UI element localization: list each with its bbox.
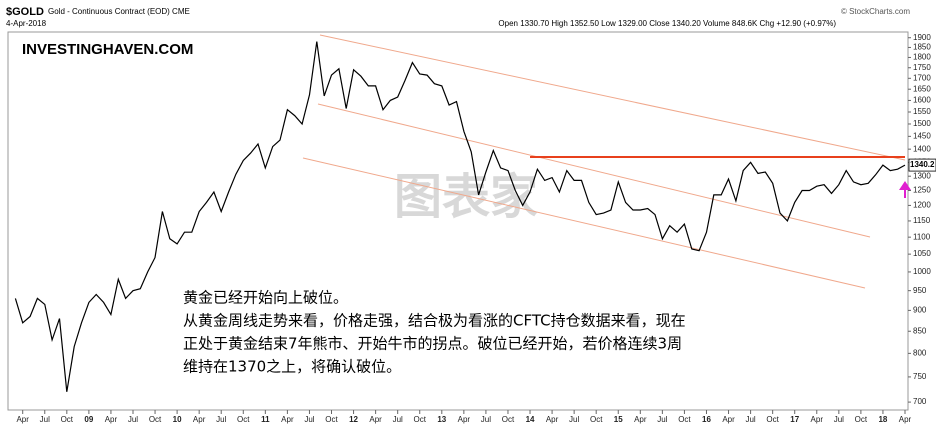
x-tick-label: Apr (722, 415, 735, 424)
channel-line (317, 103, 871, 238)
arrow-icon (899, 181, 911, 198)
x-tick-label: Oct (414, 415, 427, 424)
y-tick-label: 1650 (913, 84, 931, 93)
y-tick-label: 1800 (913, 53, 931, 62)
annotation-line: 从黄金周线走势来看，价格走强，结合极为看涨的CFTC持仓数据来看，现在 (183, 312, 686, 330)
x-tick-label: Oct (237, 415, 250, 424)
y-tick-label: 1050 (913, 249, 931, 258)
y-tick-label: 1700 (913, 73, 931, 82)
annotation-line: 黄金已经开始向上破位。 (183, 289, 348, 307)
x-tick-label: Apr (105, 415, 118, 424)
annotation: 黄金已经开始向上破位。从黄金周线走势来看，价格走强，结合极为看涨的CFTC持仓数… (183, 289, 686, 376)
x-tick-label: 16 (702, 415, 711, 424)
channel-line (302, 157, 866, 289)
x-tick-label: Apr (458, 415, 471, 424)
x-tick-label: Oct (678, 415, 691, 424)
watermark: 图表家 (394, 169, 538, 225)
symbol: $GOLD (6, 6, 44, 18)
x-tick-label: 18 (878, 415, 887, 424)
annotation-line: 维持在1370之上，将确认破位。 (183, 358, 401, 376)
x-tick-label: 09 (84, 415, 93, 424)
x-tick-label: Apr (546, 415, 559, 424)
x-tick-label: Jul (657, 415, 667, 424)
x-tick-label: Apr (634, 415, 647, 424)
y-tick-label: 1500 (913, 119, 931, 128)
x-tick-label: Oct (766, 415, 779, 424)
x-tick-label: Jul (393, 415, 403, 424)
quote: Open 1330.70 High 1352.50 Low 1329.00 Cl… (498, 19, 836, 28)
x-tick-label: 14 (526, 415, 535, 424)
brand: INVESTINGHAVEN.COM (22, 41, 193, 58)
x-tick-label: Jul (216, 415, 226, 424)
x-tick-label: Jul (569, 415, 579, 424)
y-tick-label: 800 (913, 348, 927, 357)
y-tick-label: 900 (913, 305, 927, 314)
y-tick-label: 1550 (913, 107, 931, 116)
x-tick-label: Apr (193, 415, 206, 424)
date: 4-Apr-2018 (6, 19, 47, 28)
chart-title: Gold - Continuous Contract (EOD) CME (48, 7, 190, 16)
x-tick-label: Apr (899, 415, 912, 424)
x-tick-label: 13 (437, 415, 446, 424)
price-line (14, 41, 906, 392)
x-tick-label: Jul (304, 415, 314, 424)
y-tick-label: 1150 (913, 216, 931, 225)
x-tick-label: Oct (325, 415, 338, 424)
y-tick-label: 750 (913, 372, 927, 381)
channel-line (319, 34, 906, 161)
x-tick-label: Oct (149, 415, 162, 424)
annotation-line: 正处于黄金结束7年熊市、开始牛市的拐点。破位已经开始，若价格连续3周 (183, 335, 682, 353)
y-tick-label: 1000 (913, 267, 931, 276)
credit: © StockCharts.com (841, 7, 910, 16)
y-tick-label: 1750 (913, 63, 931, 72)
x-tick-label: Oct (502, 415, 515, 424)
y-tick-label: 1450 (913, 131, 931, 140)
x-tick-label: 17 (790, 415, 799, 424)
y-tick-label: 1250 (913, 186, 931, 195)
x-tick-label: Apr (369, 415, 382, 424)
y-tick-label: 1850 (913, 43, 931, 52)
x-tick-label: Apr (281, 415, 294, 424)
x-tick-label: 15 (614, 415, 623, 424)
x-tick-label: Apr (811, 415, 824, 424)
price-tag-box (908, 158, 936, 172)
y-tick-label: 700 (913, 397, 927, 406)
y-tick-label: 950 (913, 286, 927, 295)
y-tick-label: 1600 (913, 96, 931, 105)
y-tick-label: 1400 (913, 144, 931, 153)
x-tick-label: Jul (834, 415, 844, 424)
y-tick-label: 1100 (913, 232, 931, 241)
x-tick-label: Jul (481, 415, 491, 424)
x-tick-label: 10 (173, 415, 182, 424)
x-tick-label: Apr (16, 415, 29, 424)
x-tick-label: Jul (128, 415, 138, 424)
y-tick-label: 1900 (913, 33, 931, 42)
x-tick-label: 12 (349, 415, 358, 424)
y-tick-label: 850 (913, 326, 927, 335)
x-tick-label: 11 (261, 415, 270, 424)
x-tick-label: Oct (590, 415, 603, 424)
x-tick-label: Oct (61, 415, 74, 424)
y-tick-label: 1300 (913, 171, 931, 180)
x-tick-label: Jul (40, 415, 50, 424)
x-tick-label: Jul (745, 415, 755, 424)
price-tag: 1340.2 (910, 160, 935, 169)
x-tick-label: Oct (855, 415, 868, 424)
y-tick-label: 1200 (913, 201, 931, 210)
